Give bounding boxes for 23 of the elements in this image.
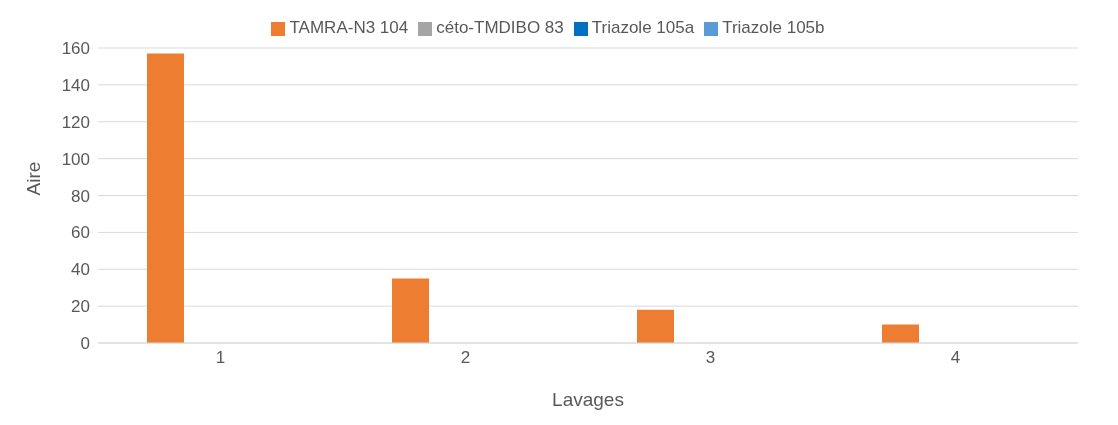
y-tick-label: 160	[61, 39, 90, 59]
x-tick-label: 3	[705, 348, 716, 368]
y-tick-label: 120	[61, 112, 90, 132]
x-tick-label: 1	[215, 348, 226, 368]
bar	[882, 324, 919, 343]
x-tick-label: 4	[950, 348, 961, 368]
bar	[637, 309, 674, 343]
y-tick-label: 100	[61, 149, 90, 169]
y-tick-label: 0	[80, 334, 90, 354]
y-tick-label: 140	[61, 75, 90, 95]
legend-label: Triazole 105a	[591, 18, 695, 37]
x-axis-title: Lavages	[552, 389, 624, 410]
y-tick-label: 40	[71, 260, 90, 280]
legend-label: céto-TMDIBO 83	[436, 18, 564, 37]
y-tick-label: 20	[71, 297, 90, 317]
x-tick-label: 2	[460, 348, 471, 368]
legend-label: TAMRA-N3 104	[289, 18, 409, 37]
y-axis-title: Aire	[22, 161, 44, 196]
legend-label: Triazole 105b	[722, 18, 825, 37]
bar	[147, 53, 184, 343]
bar	[392, 278, 429, 343]
y-tick-label: 60	[71, 223, 90, 243]
y-tick-label: 80	[71, 186, 90, 206]
